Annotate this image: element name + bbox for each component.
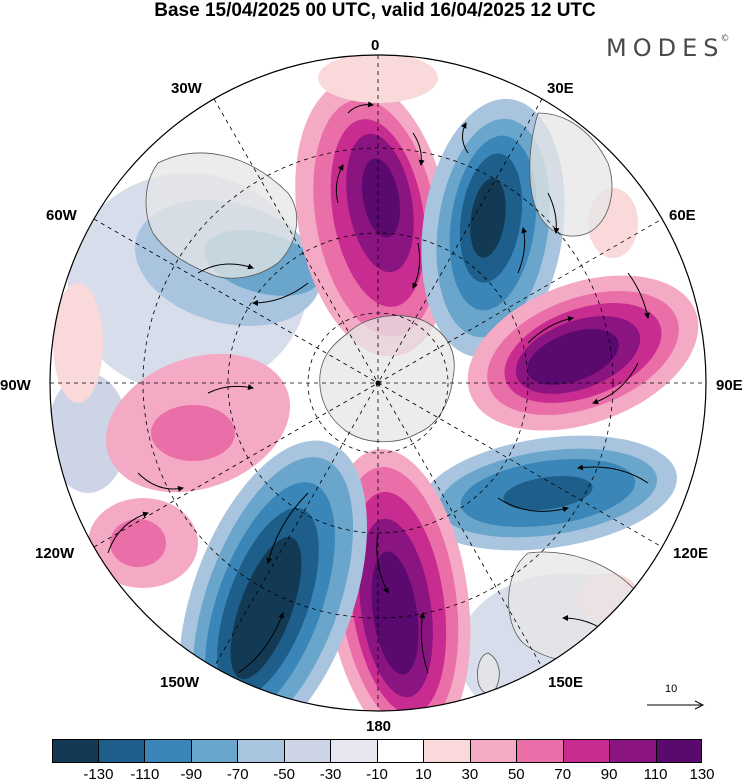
wind-arrow: [419, 612, 429, 674]
wind-arrow: [137, 472, 184, 492]
wind-arrow: [412, 242, 421, 289]
colorbar-tick-label: 70: [554, 766, 572, 783]
lon-label-30e: 30E: [547, 80, 574, 97]
colorbar-swatch: [98, 739, 145, 763]
wind-arrow: [412, 132, 425, 166]
colorbar-tick-label: 10: [415, 766, 432, 783]
wind-arrow: [577, 464, 649, 484]
wind-arrow: [547, 192, 560, 234]
wind-arrow: [497, 497, 569, 513]
wind-arrow: [252, 282, 309, 306]
colorbar-swatch: [470, 739, 517, 763]
map-border: [49, 54, 707, 712]
wind-arrow: [627, 272, 650, 319]
anomaly-cell-low-sw: [178, 440, 368, 711]
colorbar-tick-label: -70: [226, 766, 249, 783]
wind-arrow: [527, 316, 574, 344]
reference-vector-icon: [647, 700, 705, 710]
south-america-outline: [145, 152, 298, 279]
colorbar-swatch: [656, 739, 702, 763]
colorbar-tick-label: -110: [130, 766, 160, 783]
wind-arrow: [107, 511, 149, 554]
colorbar-swatch: [52, 739, 99, 763]
colorbar-swatch: [563, 739, 610, 763]
wind-arrow: [517, 227, 528, 274]
lon-label-150e: 150E: [548, 674, 584, 691]
anomaly-cell-low-se: [419, 435, 677, 551]
colorbar-tick-label: -90: [180, 766, 203, 783]
lon-label-150w: 150W: [160, 674, 200, 691]
logo-text: MODES: [606, 34, 725, 62]
antarctica-outline: [319, 315, 455, 443]
lon-label-30w: 30W: [171, 80, 202, 97]
copyright-mark: ©: [720, 34, 730, 44]
colorbar-swatch: [424, 739, 471, 763]
wind-arrow: [266, 492, 309, 564]
lon-label-60e: 60E: [669, 207, 696, 224]
south-pole-marker: [375, 380, 381, 386]
wind-arrow: [335, 164, 344, 204]
colorbar: [52, 739, 702, 763]
anomaly-cell-high-n: [295, 79, 451, 357]
lon-label-60w: 60W: [46, 207, 77, 224]
colorbar-tick-label: 30: [461, 766, 479, 783]
colorbar-tick-label: 110: [643, 766, 668, 783]
wind-arrow: [237, 612, 285, 674]
colorbar-swatch: [238, 739, 285, 763]
polar-map: [49, 54, 707, 712]
wind-vectors: [107, 101, 650, 674]
colorbar-swatch: [191, 739, 238, 763]
wind-arrow: [197, 263, 254, 274]
wind-arrow: [376, 532, 389, 594]
colorbar-tick-label: -130: [83, 766, 114, 783]
anomaly-cell-high-w: [53, 283, 290, 588]
lon-label-120w: 120W: [35, 545, 75, 562]
modes-logo: MODES©: [606, 34, 729, 62]
africa-outline: [529, 112, 613, 237]
wind-arrow: [592, 362, 639, 405]
wind-arrow: [207, 384, 254, 394]
colorbar-tick-label: 90: [600, 766, 618, 783]
anomaly-field: [50, 55, 706, 711]
colorbar-swatch: [517, 739, 564, 763]
lon-label-90w: 90W: [0, 377, 31, 394]
lon-label-90e: 90E: [716, 377, 743, 394]
colorbar-swatch: [377, 739, 424, 763]
anomaly-cell-low-ne: [421, 98, 565, 358]
colorbar-tick-label: -10: [366, 766, 388, 783]
wind-arrow: [461, 122, 469, 154]
map-title: Base 15/04/2025 00 UTC, valid 16/04/2025…: [154, 0, 596, 21]
colorbar-swatch: [145, 739, 192, 763]
colorbar-tick-label: -30: [319, 766, 342, 783]
colorbar-swatch: [284, 739, 331, 763]
reference-vector-label: 10: [665, 683, 678, 695]
colorbar-tick-label: 130: [689, 766, 715, 783]
colorbar-swatch: [331, 739, 378, 763]
anomaly-cell-high-e: [467, 275, 699, 431]
lon-label-180: 180: [366, 718, 392, 735]
colorbar-tick-label: 50: [507, 766, 525, 783]
colorbar-tick-label: -50: [273, 766, 295, 783]
lon-label-120e: 120E: [673, 545, 709, 562]
colorbar-swatch: [610, 739, 657, 763]
wind-arrow: [347, 101, 374, 114]
lon-label-0: 0: [371, 37, 380, 54]
